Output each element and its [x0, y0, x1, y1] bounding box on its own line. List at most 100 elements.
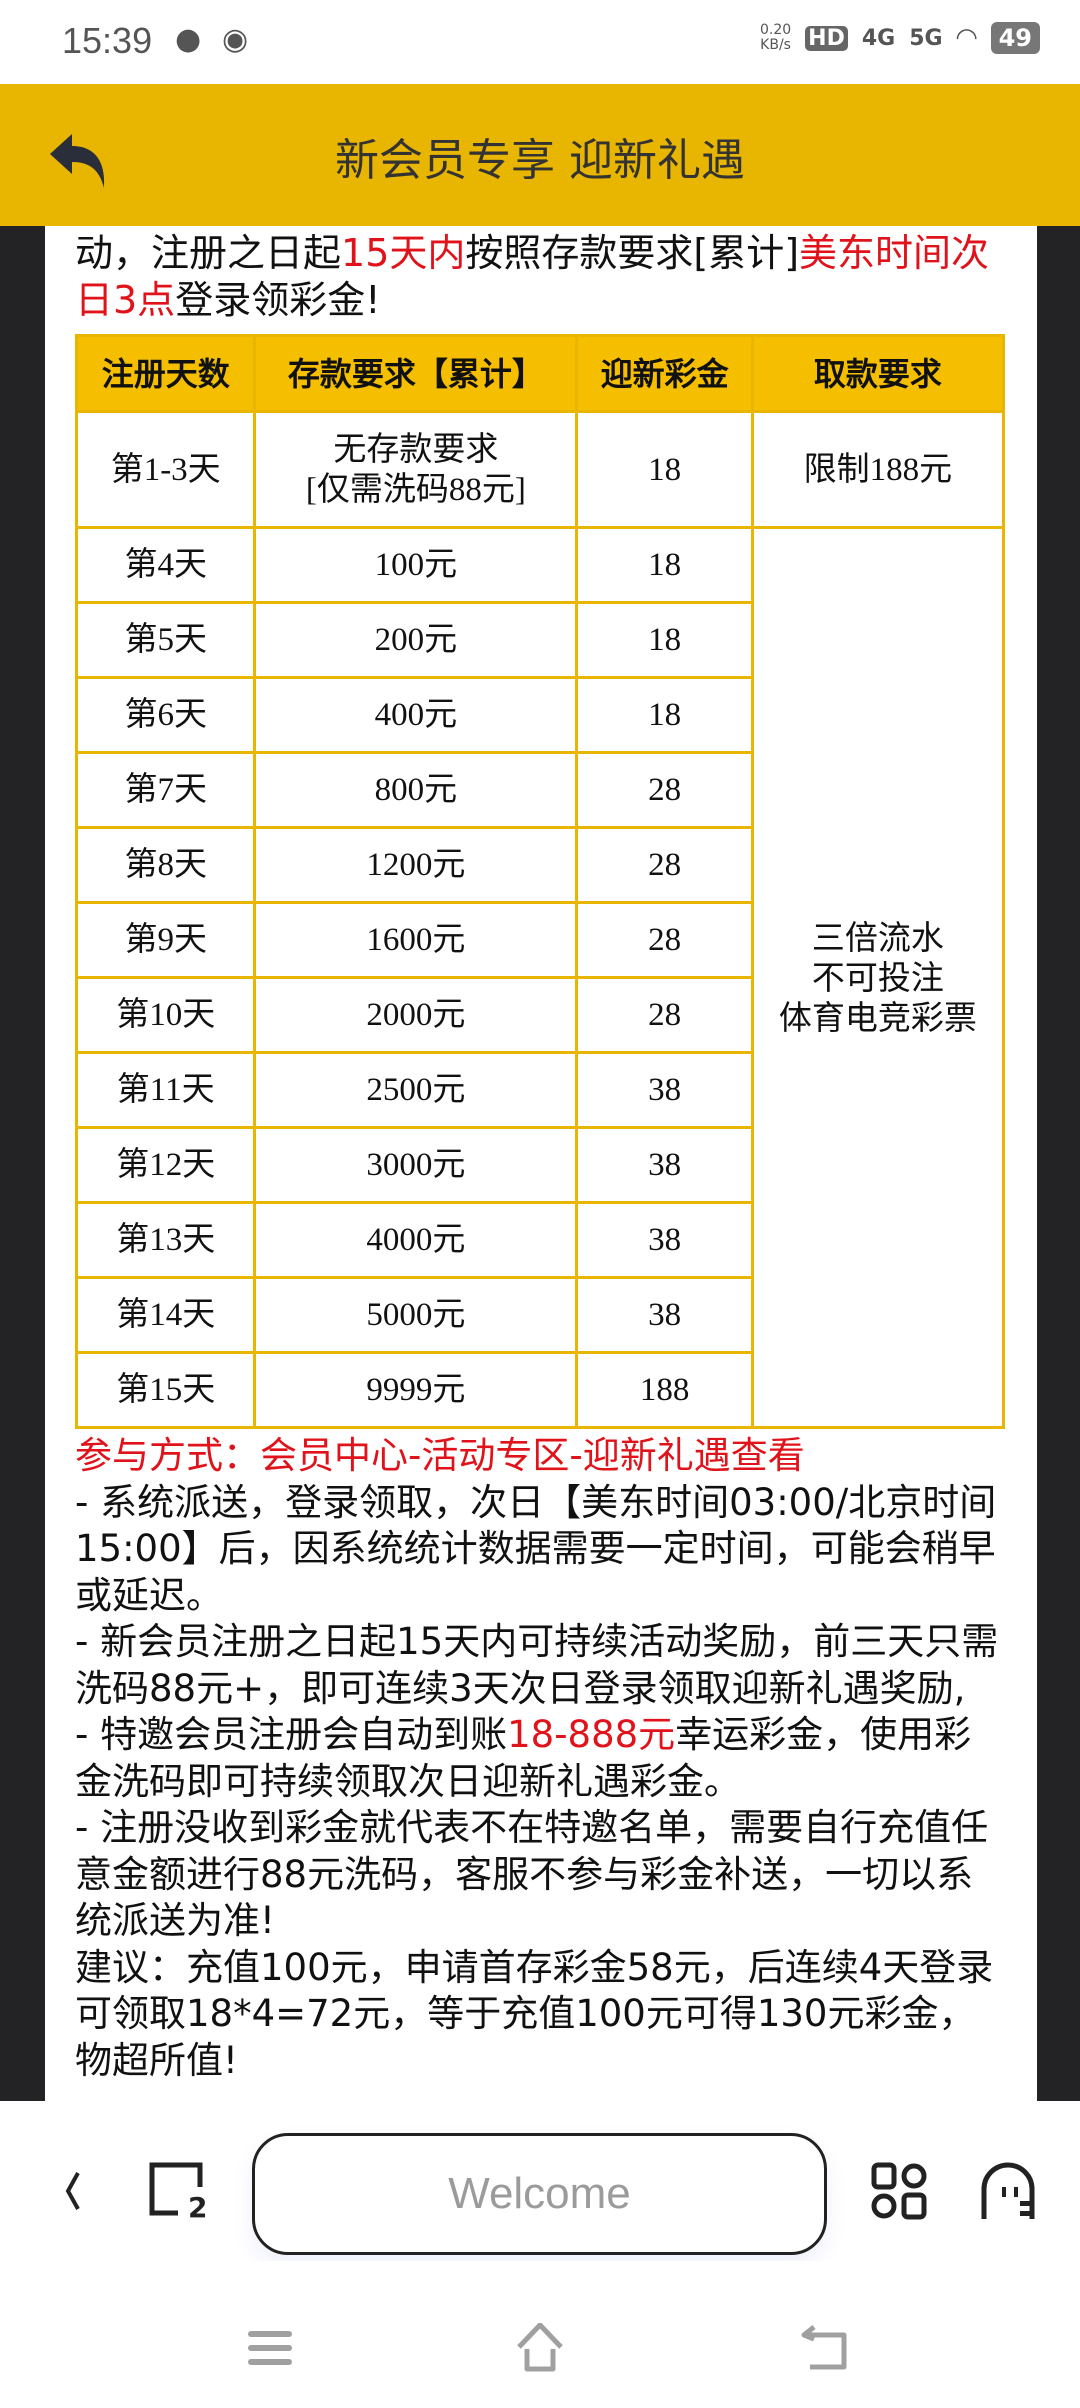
tabs-icon[interactable]: 2	[148, 2161, 208, 2221]
address-text: Welcome	[448, 2169, 631, 2218]
chrome-icon: ◉	[222, 22, 249, 57]
cell-day: 第10天	[74, 976, 257, 1054]
browser-toolbar: 2 Welcome	[0, 2101, 1080, 2261]
home-icon[interactable]	[515, 2323, 565, 2373]
net-speed-unit: KB/s	[760, 37, 791, 53]
cell-bonus: 18	[575, 676, 754, 754]
cell-deposit: 5000元	[253, 1276, 579, 1354]
note-part: 幸运彩金，使用彩金洗码即可持续领取次日迎新礼遇彩金。	[75, 1713, 972, 1803]
net-speed-value: 0.20	[759, 22, 792, 38]
table-row: 第7天 800元 28	[74, 751, 1004, 829]
note-highlight: 18-888元	[507, 1713, 676, 1756]
cell-day: 第9天	[74, 901, 257, 979]
cell-deposit: 3000元	[253, 1126, 579, 1204]
table-row: 第15天 9999元 188	[74, 1351, 1004, 1429]
cell-bonus: 18	[575, 601, 754, 679]
table-row: 第12天 3000元 38	[74, 1126, 1004, 1204]
cell-deposit: 4000元	[253, 1201, 579, 1279]
clock: 15:39	[62, 20, 153, 61]
cell-day: 第15天	[74, 1351, 257, 1429]
table-row: 第9天 1600元 28	[74, 901, 1004, 979]
page-title: 新会员专享 迎新礼遇	[335, 135, 745, 186]
cell-bonus: 188	[575, 1351, 754, 1429]
deposit-line: [仅需洗码88元]	[305, 471, 526, 508]
intro-part: 登录领彩金!	[175, 278, 381, 322]
deposit-line: 无存款要求	[333, 431, 499, 468]
page-header: 新会员专享 迎新礼遇	[0, 84, 1080, 226]
col-header-withdraw: 取款要求	[750, 334, 1006, 413]
cell-day: 第4天	[74, 526, 257, 604]
back-arrow-icon[interactable]	[44, 126, 114, 196]
note-item: - 特邀会员注册会自动到账18-888元幸运彩金，使用彩金洗码即可持续领取次日迎…	[75, 1712, 1007, 1805]
wifi-icon: ◠	[956, 23, 977, 53]
col-header-days: 注册天数	[74, 334, 257, 413]
table-row: 第6天 400元 18	[74, 676, 1004, 754]
table-row: 第11天 2500元 38	[74, 1051, 1004, 1129]
status-bar: 15:39 ● ◉ 0.20 KB/s HD 4G 5G ◠ 49	[0, 0, 1080, 84]
message-icon: ●	[175, 22, 202, 57]
table-row: 第8天 1200元 28	[74, 826, 1004, 904]
withdraw-line: 三倍流水	[811, 917, 944, 957]
note-item: - 注册没收到彩金就代表不在特邀名单，需要自行充值任意金额进行88元洗码，客服不…	[75, 1806, 989, 1942]
cell-deposit: 1200元	[253, 826, 579, 904]
cell-bonus: 28	[575, 976, 754, 1054]
article-panel: 动，注册之日起15天内按照存款要求[累计]美东时间次日3点登录领彩金! 注册天数…	[45, 226, 1037, 2101]
hd-icon: HD	[805, 25, 848, 51]
note-item: - 系统派送，登录领取，次日【美东时间03:00/北京时间15:00】后，因系统…	[75, 1480, 997, 1617]
bonus-table: 注册天数 存款要求【累计】 迎新彩金 取款要求 第1-3天 无存款要求 [仅需洗码…	[74, 334, 1006, 1429]
cell-bonus: 28	[575, 826, 754, 904]
withdraw-line: 不可投注	[811, 957, 944, 997]
note-item: 建议：充值100元，申请首存彩金58元，后连续4天登录可领取18*4=72元，等…	[75, 1945, 994, 2082]
menu-icon[interactable]	[245, 2323, 295, 2373]
intro-highlight: 美东时间次日3点	[75, 231, 990, 322]
cell-bonus: 38	[575, 1276, 754, 1354]
table-row: 第10天 2000元 28	[74, 976, 1004, 1054]
intro-text: 动，注册之日起15天内按照存款要求[累计]美东时间次日3点登录领彩金!	[75, 230, 1007, 324]
tab-count: 2	[188, 2191, 207, 2221]
table-row: 第14天 5000元 38	[74, 1276, 1004, 1354]
cell-day: 第12天	[74, 1126, 257, 1204]
cell-bonus: 18	[575, 410, 754, 529]
cell-deposit: 9999元	[253, 1351, 579, 1429]
cell-deposit: 1600元	[253, 901, 579, 979]
cell-day: 第7天	[74, 751, 257, 829]
table-row: 第4天 100元 18 三倍流水 不可投注 体育电竞彩票	[74, 526, 1006, 1429]
cell-withdraw-merged: 三倍流水 不可投注 体育电竞彩票	[750, 526, 1006, 1429]
intro-part: 动，注册之日起	[75, 231, 342, 275]
cell-day: 第14天	[74, 1276, 257, 1354]
cell-day: 第5天	[74, 601, 257, 679]
intro-part: 按照存款要求[累计]	[465, 231, 800, 275]
intro-highlight: 15天内	[341, 231, 466, 275]
content-area[interactable]: 动，注册之日起15天内按照存款要求[累计]美东时间次日3点登录领彩金! 注册天数…	[0, 226, 1080, 2101]
cell-day: 第11天	[74, 1051, 257, 1129]
cell-bonus: 38	[575, 1126, 754, 1204]
cell-day: 第6天	[74, 676, 257, 754]
note-part: - 特邀会员注册会自动到账	[75, 1713, 508, 1756]
cell-bonus: 18	[575, 526, 754, 604]
signal-4g-icon: 4G	[861, 25, 896, 51]
cell-deposit: 无存款要求 [仅需洗码88元]	[253, 410, 579, 529]
signal-5g-icon: 5G	[909, 25, 943, 51]
withdraw-line: 体育电竞彩票	[778, 997, 977, 1037]
participation-method: 参与方式：会员中心-活动专区-迎新礼遇查看	[75, 1434, 805, 1477]
cell-deposit: 800元	[253, 751, 579, 829]
battery-icon: 49	[990, 22, 1040, 54]
cell-bonus: 38	[575, 1051, 754, 1129]
address-bar[interactable]: Welcome	[252, 2133, 827, 2255]
col-header-deposit: 存款要求【累计】	[253, 334, 579, 413]
cell-deposit: 400元	[253, 676, 579, 754]
ghost-mode-icon[interactable]	[980, 2161, 1040, 2221]
apps-grid-icon[interactable]	[870, 2161, 930, 2221]
cell-bonus: 28	[575, 901, 754, 979]
system-back-icon[interactable]	[800, 2323, 850, 2373]
system-nav-bar	[0, 2261, 1080, 2408]
cell-bonus: 28	[575, 751, 754, 829]
cell-deposit: 100元	[253, 526, 579, 604]
browser-back-icon[interactable]	[48, 2161, 108, 2221]
cell-deposit: 200元	[253, 601, 579, 679]
col-header-bonus: 迎新彩金	[575, 334, 754, 413]
cell-deposit: 2500元	[253, 1051, 579, 1129]
cell-bonus: 38	[575, 1201, 754, 1279]
cell-day: 第8天	[74, 826, 257, 904]
table-row: 第5天 200元 18	[74, 601, 1004, 679]
